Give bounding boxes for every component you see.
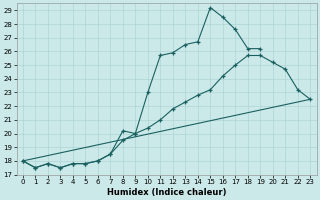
X-axis label: Humidex (Indice chaleur): Humidex (Indice chaleur) bbox=[107, 188, 226, 197]
